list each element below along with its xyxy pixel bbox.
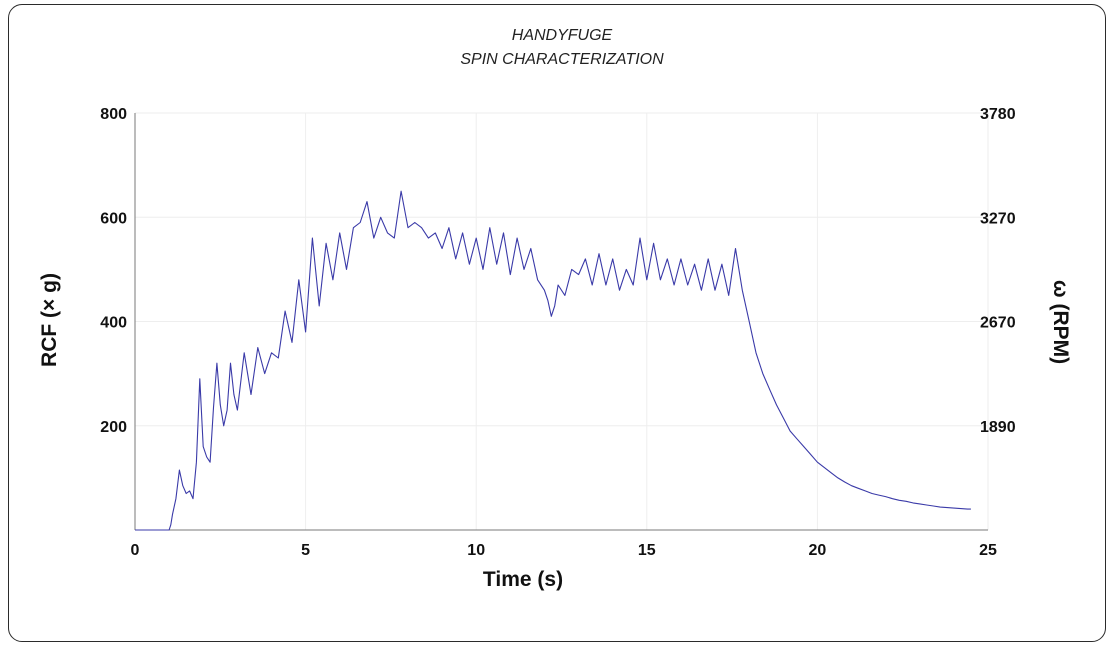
chart-subtitle: SPIN CHARACTERIZATION (460, 51, 664, 68)
x-tick-label: 25 (979, 542, 997, 559)
x-tick-label: 0 (131, 542, 140, 559)
axes (134, 113, 988, 531)
series (135, 190, 971, 531)
x-tick-label: 5 (301, 542, 310, 559)
y2-tick-label: 2670 (980, 315, 1016, 332)
rcf-series-line (135, 190, 971, 531)
grid (135, 112, 989, 530)
y-tick-label: 800 (100, 106, 127, 123)
y-axis-title: RCF (× g) (38, 273, 61, 367)
x-tick-label: 15 (638, 542, 656, 559)
y2-tick-label: 3780 (980, 106, 1016, 123)
x-tick-label: 10 (467, 542, 485, 559)
tick-labels: 200 400 600 800 1890 2670 3270 3780 0 5 10 15 20 25 (100, 106, 1015, 559)
y-tick-label: 400 (100, 315, 127, 332)
chart-frame (8, 4, 1106, 642)
y2-tick-label: 1890 (980, 419, 1016, 436)
x-tick-label: 20 (809, 542, 827, 559)
chart-title: HANDYFUGE (512, 27, 613, 44)
y-tick-label: 600 (100, 210, 127, 227)
y2-tick-label: 3270 (980, 210, 1016, 227)
y2-axis-title: ω (RPM) (1049, 280, 1072, 364)
x-axis-title: Time (s) (483, 568, 563, 591)
y-tick-label: 200 (100, 419, 127, 436)
